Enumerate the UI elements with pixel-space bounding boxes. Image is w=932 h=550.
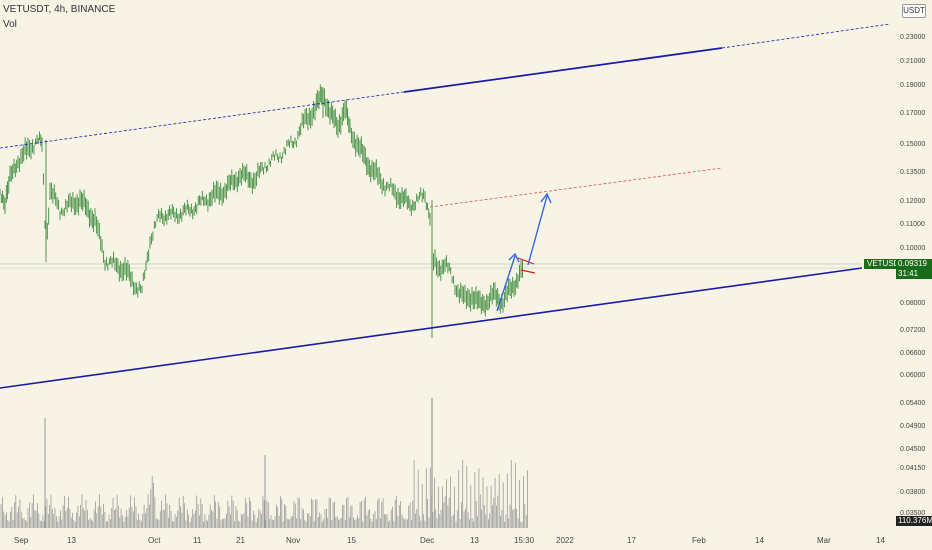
- price-tick-label: 0.13500: [900, 169, 925, 176]
- flag-lower: [520, 269, 536, 274]
- price-tick-label: 0.10000: [900, 245, 925, 252]
- time-tick-label: Sep: [14, 536, 29, 545]
- mid-channel-line: [429, 167, 723, 208]
- time-tick-label: 2022: [556, 536, 574, 545]
- currency-button[interactable]: USDT: [902, 4, 926, 18]
- price-tick-label: 0.04900: [900, 423, 925, 430]
- time-tick-label: Feb: [692, 536, 706, 545]
- upper-channel-dashed: [0, 91, 405, 149]
- time-tick-label: Dec: [420, 536, 434, 545]
- target-arrow: [496, 255, 516, 312]
- price-axis[interactable]: 0.23000 0.21000 0.19000 0.17000 0.15000 0.135…: [900, 34, 925, 517]
- volume-value-tag: 110.376M: [896, 516, 932, 526]
- price-tick-label: 0.04150: [900, 465, 925, 472]
- price-tick-label: 0.17000: [900, 110, 925, 117]
- price-tick-label: 0.21000: [900, 58, 925, 65]
- price-tick-label: 0.06000: [900, 372, 925, 379]
- price-tick-label: 0.03800: [900, 489, 925, 496]
- time-tick-label: 17: [627, 536, 636, 545]
- target-arrow: [527, 195, 548, 266]
- upper-channel-line: [403, 47, 723, 93]
- price-tick-label: 0.03500: [900, 510, 925, 517]
- symbol-price-tag: VETUSDT: [864, 259, 908, 269]
- price-tick-label: 0.08000: [900, 300, 925, 307]
- last-price-tag: 0.09319: [896, 259, 932, 269]
- grid: [0, 263, 862, 269]
- time-tick-label: Mar: [817, 536, 831, 545]
- price-candles: [0, 84, 523, 338]
- price-tick-label: 0.07200: [900, 327, 925, 334]
- price-tick-label: 0.15000: [900, 141, 925, 148]
- time-tick-label: 14: [755, 536, 764, 545]
- time-tick-label: Oct: [148, 536, 161, 545]
- time-tick-label: 15:30: [514, 536, 535, 545]
- time-tick-label: Nov: [286, 536, 300, 545]
- volume-indicator-label[interactable]: Vol: [3, 19, 17, 30]
- price-tick-label: 0.12000: [900, 198, 925, 205]
- price-tick-label: 0.05400: [900, 400, 925, 407]
- volume-bars: [0, 398, 528, 528]
- arrow-head: [540, 192, 552, 204]
- time-axis[interactable]: Sep 13 Oct 11 21 Nov 15 Dec 13 15:30 2022 17 Feb 14 Ma…: [14, 536, 885, 545]
- time-tick-label: 21: [236, 536, 245, 545]
- time-tick-label: 13: [470, 536, 479, 545]
- price-tick-label: 0.19000: [900, 82, 925, 89]
- price-tick-label: 0.23000: [900, 34, 925, 41]
- time-tick-label: 14: [876, 536, 885, 545]
- price-tick-label: 0.06600: [900, 350, 925, 357]
- time-tick-label: 15: [347, 536, 356, 545]
- symbol-header[interactable]: VETUSDT, 4h, BINANCE: [3, 4, 116, 15]
- drawings[interactable]: [0, 23, 891, 389]
- lower-channel-line: [0, 267, 863, 389]
- bar-countdown: 31:41: [896, 269, 932, 279]
- upper-channel-dashed: [721, 23, 891, 49]
- arrow-head: [508, 252, 520, 263]
- price-tick-label: 0.04500: [900, 446, 925, 453]
- price-tick-label: 0.11000: [900, 221, 925, 228]
- time-tick-label: 13: [67, 536, 76, 545]
- time-tick-label: 11: [193, 536, 202, 545]
- flag-upper: [517, 257, 535, 265]
